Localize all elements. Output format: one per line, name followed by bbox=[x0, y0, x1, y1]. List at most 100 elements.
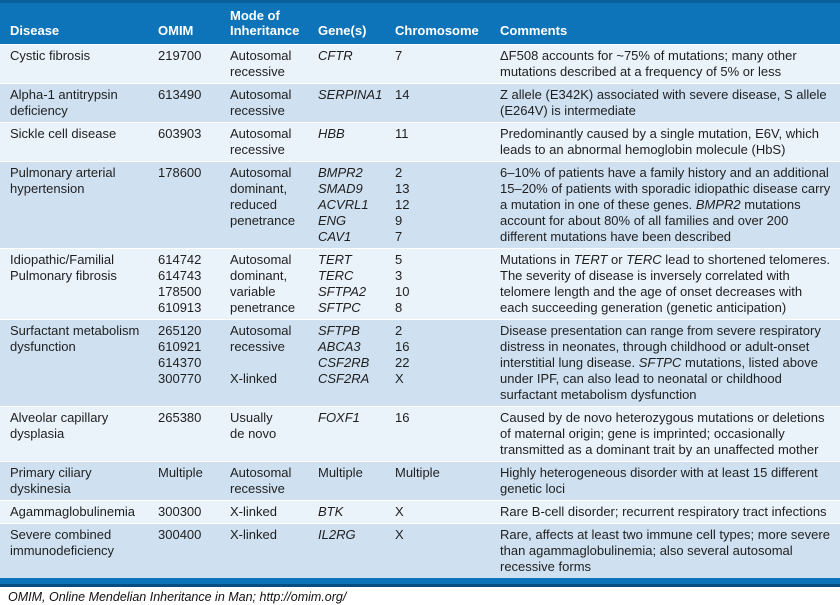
chromosome-cell: 11 bbox=[395, 126, 500, 158]
cell-line: 603903 bbox=[158, 126, 202, 141]
cell-line: 300400 bbox=[158, 527, 202, 542]
cell-line: Autosomal bbox=[230, 87, 292, 102]
cell-line: FOXF1 bbox=[318, 410, 360, 425]
cell-line: 300770 bbox=[158, 371, 202, 386]
cell-line: TERC bbox=[318, 268, 354, 283]
table-row: Alveolar capillary dysplasia 265380 Usuall… bbox=[0, 406, 840, 461]
cell-line: 13 bbox=[395, 181, 410, 196]
cell-line: ACVRL1 bbox=[318, 197, 369, 212]
chromosome-cell: 14 bbox=[395, 87, 500, 119]
gene-cell: IL2RG bbox=[318, 527, 395, 575]
cell-line: 219700 bbox=[158, 48, 202, 63]
cell-line: 610913 bbox=[158, 300, 202, 315]
cell-line: penetrance bbox=[230, 300, 296, 315]
cell-line: de novo bbox=[230, 426, 277, 441]
chromosome-cell: X bbox=[395, 527, 500, 575]
column-header-omim: OMIM bbox=[158, 23, 194, 38]
omim-cell: 219700 bbox=[158, 48, 230, 80]
cell-line: SFTPB bbox=[318, 323, 360, 338]
cell-line: 2 bbox=[395, 323, 403, 338]
cell-line: CSF2RA bbox=[318, 371, 370, 386]
cell-line: dominant, bbox=[230, 181, 288, 196]
cell-line: 7 bbox=[395, 229, 403, 244]
disease-cell: Pulmonary arterial hypertension bbox=[10, 165, 116, 196]
table-row: Alpha-1 antitrypsin deficiency 613490 Auto… bbox=[0, 83, 840, 122]
table-row: Sickle cell disease 603903 Autosomal recess… bbox=[0, 122, 840, 161]
cell-line: dominant, bbox=[230, 268, 288, 283]
column-header-mode: Mode of Inheritance bbox=[230, 8, 300, 38]
cell-line: ENG bbox=[318, 213, 347, 228]
chromosome-cell: 2 16 22 X bbox=[395, 323, 500, 403]
mode-cell: Autosomal recessive bbox=[230, 48, 318, 80]
cell-line: 16 bbox=[395, 339, 410, 354]
table-row: Primary ciliary dyskinesia Multiple Autoso… bbox=[0, 461, 840, 500]
disease-cell: Sickle cell disease bbox=[10, 126, 117, 141]
cell-line: Multiple bbox=[395, 465, 440, 480]
table-row: Cystic fibrosis 219700 Autosomal recessive C… bbox=[0, 44, 840, 83]
disease-cell: Severe combined immunodeficiency bbox=[10, 527, 115, 558]
gene-cell: FOXF1 bbox=[318, 410, 395, 458]
cell-line: Autosomal bbox=[230, 126, 292, 141]
cell-line: recessive bbox=[230, 339, 285, 354]
cell-line: X bbox=[395, 371, 404, 386]
gene-cell: Multiple bbox=[318, 465, 395, 497]
cell-line: 11 bbox=[395, 126, 409, 141]
cell-line: 12 bbox=[395, 197, 410, 212]
omim-cell: 613490 bbox=[158, 87, 230, 119]
column-header-disease: Disease bbox=[10, 23, 60, 38]
comments-cell: Disease presentation can range from seve… bbox=[500, 323, 821, 402]
cell-line: 9 bbox=[395, 213, 403, 228]
cell-line: Autosomal bbox=[230, 165, 292, 180]
cell-line: Autosomal bbox=[230, 323, 292, 338]
disease-cell: Alveolar capillary dysplasia bbox=[10, 410, 109, 441]
mode-cell: Autosomal recessive X-linked bbox=[230, 323, 318, 403]
disease-cell: Surfactant metabolism dysfunction bbox=[10, 323, 140, 354]
table-body: Cystic fibrosis 219700 Autosomal recessive C… bbox=[0, 44, 840, 578]
cell-line: CFTR bbox=[318, 48, 353, 63]
comments-cell: Predominantly caused by a single mutatio… bbox=[500, 126, 819, 157]
cell-line: 16 bbox=[395, 410, 410, 425]
column-header-genes: Gene(s) bbox=[318, 23, 367, 38]
comments-cell: ΔF508 accounts for ~75% of mutations; ma… bbox=[500, 48, 797, 79]
cell-line: 300300 bbox=[158, 504, 202, 519]
table-bottom-bar bbox=[0, 578, 840, 587]
cell-line: 178600 bbox=[158, 165, 202, 180]
comments-cell: Highly heterogeneous disorder with at le… bbox=[500, 465, 818, 496]
cell-line: 5 bbox=[395, 252, 403, 267]
table-header-row: Disease OMIM Mode of Inheritance Gene(s)… bbox=[0, 3, 840, 44]
cell-line: 14 bbox=[395, 87, 410, 102]
omim-cell: 178600 bbox=[158, 165, 230, 245]
cell-line: IL2RG bbox=[318, 527, 356, 542]
mode-cell: X-linked bbox=[230, 527, 318, 575]
mode-cell: Autosomal recessive bbox=[230, 126, 318, 158]
cell-line: 10 bbox=[395, 284, 410, 299]
mode-cell: Autosomal recessive bbox=[230, 465, 318, 497]
disease-cell: Cystic fibrosis bbox=[10, 48, 91, 63]
cell-line: X bbox=[395, 504, 404, 519]
omim-cell: 265120 610921 614370 300770 bbox=[158, 323, 230, 403]
chromosome-cell: 2 13 12 9 7 bbox=[395, 165, 500, 245]
omim-cell: 614742 614743 178500 610913 bbox=[158, 252, 230, 316]
disease-cell: Agammaglobulinemia bbox=[10, 504, 136, 519]
cell-line: penetrance bbox=[230, 213, 296, 228]
disease-cell: Idiopathic/Familial Pulmonary fibrosis bbox=[10, 252, 117, 283]
cell-line: X bbox=[395, 527, 404, 542]
cell-line: Autosomal bbox=[230, 465, 292, 480]
cell-line: recessive bbox=[230, 142, 285, 157]
cell-line: variable bbox=[230, 284, 276, 299]
table-row: Pulmonary arterial hypertension 178600 Aut… bbox=[0, 161, 840, 248]
table-row: Severe combined immunodeficiency 300400 X-… bbox=[0, 523, 840, 578]
gene-cell: CFTR bbox=[318, 48, 395, 80]
cell-line: BMPR2 bbox=[318, 165, 363, 180]
cell-line: SERPINA1 bbox=[318, 87, 383, 102]
cell-line: Usually bbox=[230, 410, 273, 425]
mode-cell: Autosomal dominant, variable penetrance bbox=[230, 252, 318, 316]
column-header-chromosome: Chromosome bbox=[395, 23, 479, 38]
omim-cell: 300400 bbox=[158, 527, 230, 575]
cell-line: 614742 bbox=[158, 252, 202, 267]
cell-line: SFTPA2 bbox=[318, 284, 367, 299]
mode-cell: Autosomal recessive bbox=[230, 87, 318, 119]
comments-cell: Z allele (E342K) associated with severe … bbox=[500, 87, 827, 118]
comments-cell: Rare B-cell disorder; recurrent respirat… bbox=[500, 504, 827, 519]
cell-line: X-linked bbox=[230, 527, 277, 542]
